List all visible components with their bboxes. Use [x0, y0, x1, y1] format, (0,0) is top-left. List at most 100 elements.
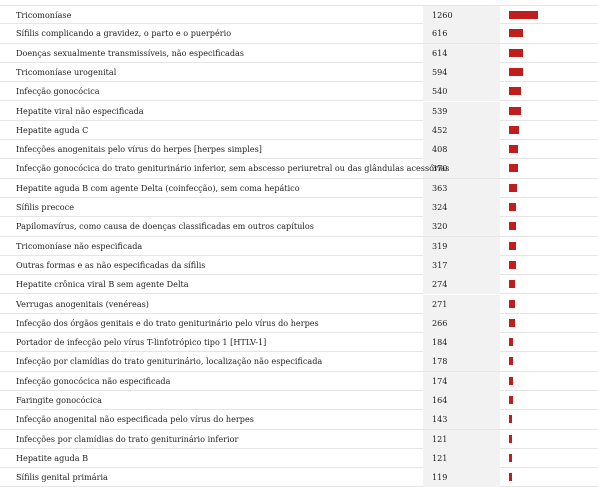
- row-label: Sífilis precoce: [16, 202, 75, 212]
- row-label: Portador de infecção pelo vírus T-linfot…: [16, 337, 267, 348]
- row-value: 320: [432, 221, 448, 232]
- value-bar: [509, 11, 538, 19]
- row-value: 121: [432, 452, 448, 463]
- value-bar: [509, 67, 523, 76]
- value-bar: [509, 415, 513, 424]
- row-value: 408: [432, 144, 448, 155]
- value-cell-background: [423, 275, 500, 295]
- value-cell-background: [423, 198, 500, 217]
- table-row: Infecção dos órgãos genitais e do trato …: [0, 313, 598, 334]
- table-row: Papilomavírus, como causa de doenças cla…: [0, 217, 598, 237]
- value-bar: [509, 299, 516, 308]
- table-row: Infecção por clamídias do trato genituri…: [0, 352, 598, 372]
- value-cell-background: [423, 120, 500, 140]
- value-cell-background: [423, 294, 500, 314]
- row-label: Doenças sexualmente transmissíveis, não …: [16, 47, 245, 58]
- value-bar: [509, 338, 514, 347]
- row-label: Faringite gonocócica: [16, 395, 102, 405]
- row-label: Outras formas e as não especificadas da …: [16, 259, 206, 270]
- value-cell-background: [423, 6, 500, 25]
- table-row: Sífilis genital primária 119: [0, 468, 598, 487]
- row-value: 594: [432, 66, 448, 77]
- value-bar: [509, 29, 524, 38]
- table-row: Infecção gonocócica não especificada 174: [0, 371, 598, 391]
- value-cell-background: [423, 43, 500, 63]
- row-label: Papilomavírus, como causa de doenças cla…: [16, 221, 314, 232]
- row-label: Infecção gonocócica do trato geniturinár…: [16, 163, 450, 174]
- table-row: Hepatite aguda B 121: [0, 448, 598, 469]
- value-bar: [509, 164, 518, 173]
- value-bar: [509, 260, 517, 269]
- row-label: Sífilis genital primária: [16, 472, 108, 483]
- value-bar: [509, 434, 512, 443]
- table-row: Hepatite viral não especificada 539: [0, 101, 598, 121]
- table-row: Outras formas e as não especificadas da …: [0, 255, 598, 276]
- table-row: Verrugas anogenitais (venéreas) 271: [0, 294, 598, 314]
- value-bar: [509, 87, 522, 96]
- value-cell-background: [423, 178, 500, 198]
- row-value: 184: [432, 337, 448, 348]
- row-value: 616: [432, 28, 448, 39]
- row-value: 363: [432, 182, 448, 193]
- value-cell-background: [423, 236, 500, 256]
- row-value: 266: [432, 317, 448, 328]
- value-cell-background: [423, 371, 500, 391]
- row-label: Hepatite aguda B com agente Delta (coinf…: [16, 182, 300, 193]
- value-bar: [509, 280, 516, 289]
- value-bar: [509, 453, 512, 462]
- value-cell-background: [423, 140, 500, 160]
- row-label: Infecção por clamídias do trato genituri…: [16, 356, 323, 367]
- value-cell-background: [423, 468, 500, 487]
- table-row: Hepatite crônica viral B sem agente Delt…: [0, 275, 598, 295]
- row-value: 119: [432, 472, 448, 483]
- row-label: Tricomoníase não especificada: [16, 240, 143, 251]
- row-label: Tricomoníase urogenital: [16, 66, 117, 77]
- value-cell-background: [423, 24, 500, 44]
- row-label: Hepatite viral não especificada: [16, 105, 144, 116]
- table-row: Faringite gonocócica 164: [0, 391, 598, 411]
- table-row: Sífilis precoce 324: [0, 198, 598, 218]
- value-cell-background: [423, 448, 500, 468]
- row-value: 1260: [432, 10, 453, 20]
- table-row: Tricomoníase urogenital 594: [0, 62, 598, 83]
- row-value: 274: [432, 279, 448, 290]
- table-row: Infecções anogenitais pelo vírus do herp…: [0, 140, 598, 160]
- value-cell-background: [423, 410, 500, 430]
- value-bar: [509, 473, 512, 482]
- row-value: 174: [432, 375, 448, 386]
- row-value: 614: [432, 47, 448, 58]
- value-bar: [509, 376, 513, 385]
- value-bar: [509, 357, 514, 366]
- value-bar: [509, 318, 516, 327]
- row-value: 319: [432, 240, 448, 251]
- row-label: Verrugas anogenitais (venéreas): [16, 298, 149, 309]
- row-label: Infecção anogenital não especificada pel…: [16, 414, 254, 425]
- table-row: Tricomoníase 1260: [0, 5, 598, 25]
- row-value: 164: [432, 395, 448, 405]
- row-value: 271: [432, 298, 448, 309]
- row-value: 539: [432, 105, 448, 116]
- row-label: Sífilis complicando a gravidez, o parto …: [16, 28, 232, 39]
- row-value: 317: [432, 259, 448, 270]
- row-label: Hepatite crônica viral B sem agente Delt…: [16, 279, 189, 290]
- value-cell-background: [423, 82, 500, 102]
- row-label: Hepatite aguda B: [16, 452, 89, 463]
- value-cell-background: [423, 333, 500, 353]
- row-value: 324: [432, 202, 448, 212]
- value-bar: [509, 106, 522, 115]
- row-label: Infecção gonocócica: [16, 86, 100, 97]
- row-value: 370: [432, 163, 448, 174]
- row-value: 143: [432, 414, 448, 425]
- table-row: Infecção anogenital não especificada pel…: [0, 410, 598, 430]
- value-cell-background: [423, 391, 500, 410]
- value-bar: [509, 48, 524, 57]
- table-row: Infecção gonocócica do trato geniturinár…: [0, 159, 598, 179]
- row-value: 121: [432, 433, 448, 444]
- table-row: Hepatite aguda B com agente Delta (coinf…: [0, 178, 598, 198]
- row-value: 178: [432, 356, 448, 367]
- value-cell-background: [423, 101, 500, 121]
- value-bar: [509, 241, 517, 250]
- table-row: Doenças sexualmente transmissíveis, não …: [0, 43, 598, 63]
- row-label: Infecções anogenitais pelo vírus do herp…: [16, 144, 262, 155]
